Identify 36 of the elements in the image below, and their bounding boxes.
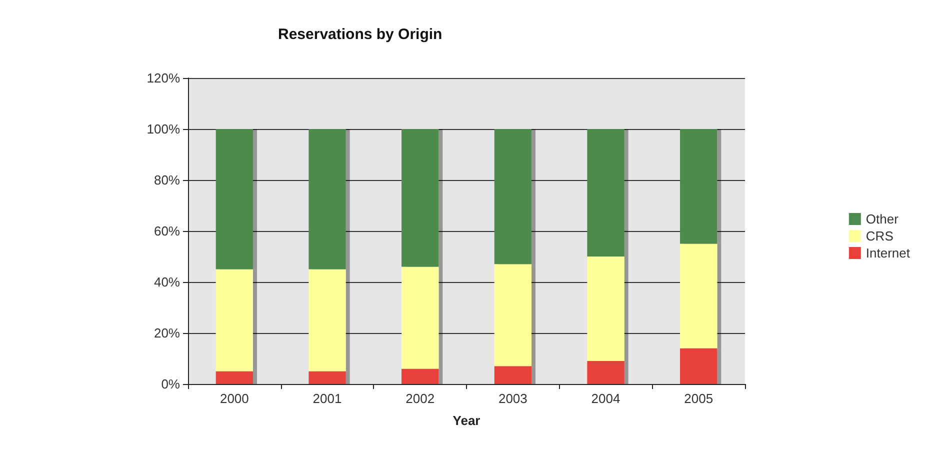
bar	[494, 129, 532, 264]
bar	[308, 129, 346, 270]
bar	[402, 368, 439, 384]
bar	[680, 348, 718, 384]
bar	[587, 129, 624, 256]
bar	[494, 264, 532, 366]
bar	[680, 129, 718, 244]
y-tick-label: 60%	[154, 224, 180, 238]
bar	[587, 256, 624, 362]
bar	[216, 371, 253, 384]
x-tick-label: 2005	[684, 391, 714, 406]
legend-label: Internet	[866, 246, 910, 260]
legend-label: CRS	[866, 228, 894, 244]
chart-title: Reservations by Origin	[278, 26, 442, 43]
x-tick-label: 2001	[312, 391, 342, 406]
bar	[216, 129, 253, 270]
bar	[680, 244, 718, 348]
y-tick-label: 40%	[154, 274, 180, 290]
bar	[308, 269, 346, 372]
bar	[308, 371, 346, 384]
x-tick-label: 2003	[498, 391, 528, 406]
bar	[216, 269, 253, 372]
x-axis-title: Year	[452, 413, 480, 428]
x-tick-label: 2002	[406, 391, 435, 406]
x-tick-label: 2004	[591, 391, 620, 406]
legend-label: Other	[866, 212, 900, 226]
y-tick-label: 0%	[161, 376, 180, 392]
bar	[402, 129, 439, 267]
bar	[402, 266, 439, 369]
y-tick-label: 20%	[154, 326, 180, 340]
bar	[587, 361, 624, 384]
y-tick-label: 120%	[146, 70, 180, 86]
y-tick-label: 100%	[146, 122, 180, 136]
bar	[494, 366, 532, 384]
x-tick-label: 2000	[220, 391, 249, 406]
y-tick-label: 80%	[154, 172, 180, 188]
